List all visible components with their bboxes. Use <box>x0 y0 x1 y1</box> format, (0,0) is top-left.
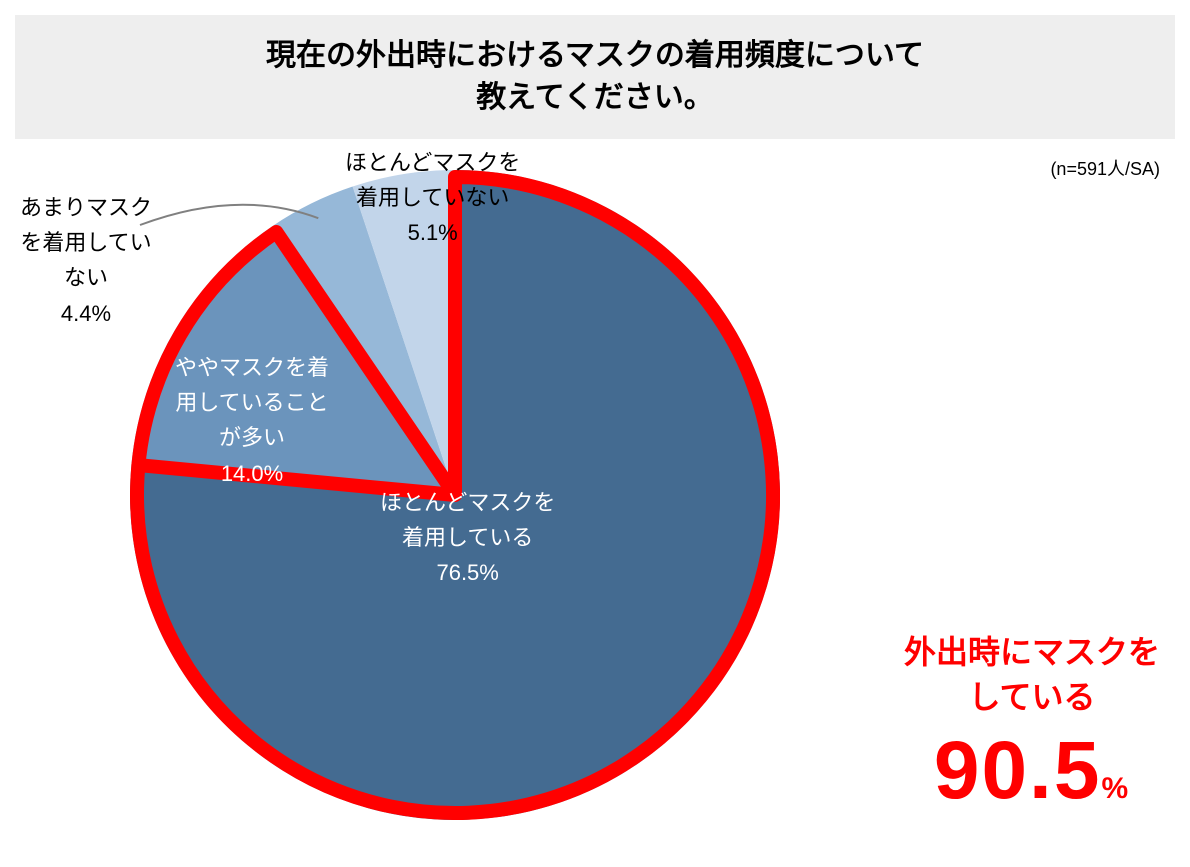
slice-label-seldom-wear: あまりマスク を着用してい ない 4.4% <box>20 190 152 331</box>
pie-chart: ほとんどマスクを 着用している 76.5% ややマスクを着 用していること が多… <box>130 170 780 820</box>
title-line-2: 教えてください。 <box>476 81 714 114</box>
title-line-1: 現在の外出時におけるマスクの着用頻度について <box>266 39 924 72</box>
slice-label-barely-wear: ほとんどマスクを 着用していない 5.1% <box>345 145 520 251</box>
sample-size: (n=591人/SA) <box>1050 155 1160 181</box>
slice-label-often-wear: ややマスクを着 用していること が多い 14.0% <box>175 350 329 491</box>
title-bar: 現在の外出時におけるマスクの着用頻度について 教えてください。 <box>15 15 1175 139</box>
chart-title: 現在の外出時におけるマスクの着用頻度について 教えてください。 <box>45 35 1145 119</box>
callout-value: 90.5% <box>904 730 1160 812</box>
slice-label-mostly-wear: ほとんどマスクを 着用している 76.5% <box>380 485 555 591</box>
callout-highlight: 外出時にマスクを している 90.5% <box>904 630 1160 812</box>
callout-phrase: 外出時にマスクを している <box>904 630 1160 720</box>
